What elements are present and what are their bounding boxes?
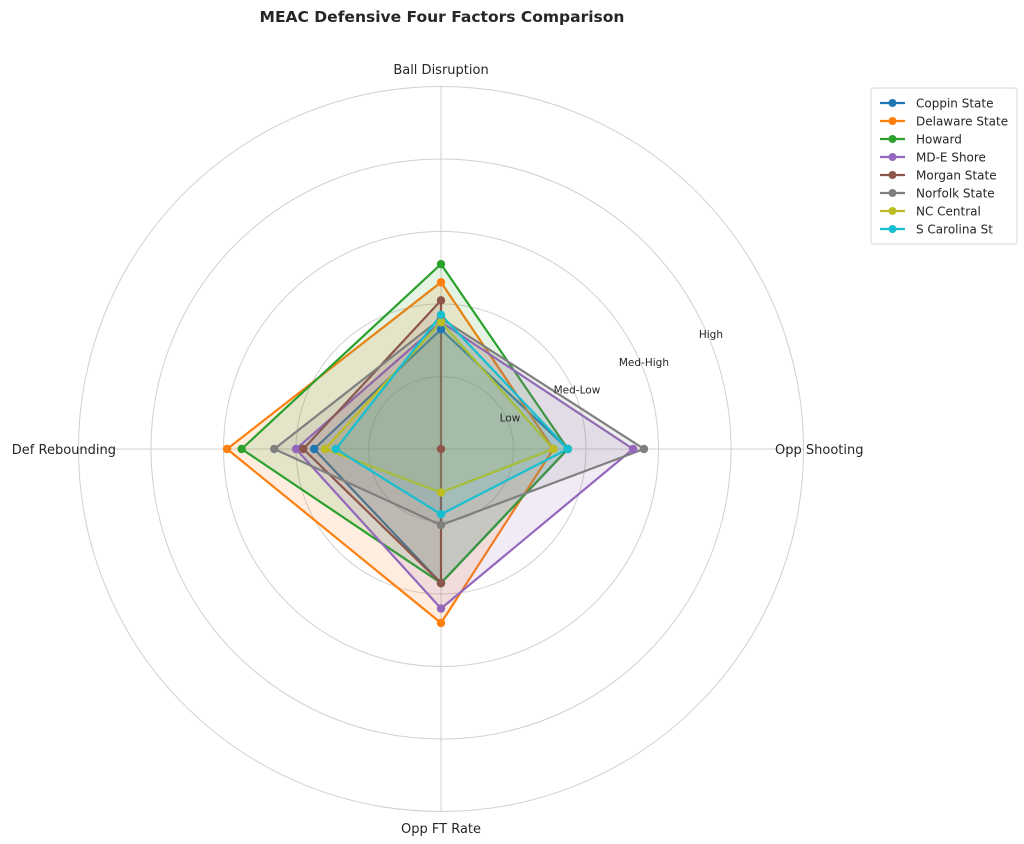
ring-label: Med-Low xyxy=(554,385,601,397)
data-point xyxy=(436,259,446,269)
data-point xyxy=(436,510,446,519)
data-point xyxy=(436,444,446,454)
legend-swatch-marker xyxy=(888,207,897,215)
legend-swatch-marker xyxy=(888,225,897,233)
data-point xyxy=(436,604,446,613)
legend-entry: S Carolina St xyxy=(916,222,993,236)
data-point xyxy=(563,444,573,454)
legend-swatch-marker xyxy=(888,135,897,143)
data-point xyxy=(331,444,341,454)
data-point xyxy=(222,444,232,454)
series-fill xyxy=(325,322,554,493)
axis-labels: Ball Disruption Opp Shooting Opp FT Rate De… xyxy=(12,63,864,837)
data-point xyxy=(436,488,446,497)
series-fill xyxy=(303,300,441,584)
data-point xyxy=(309,444,319,454)
legend: Coppin State Delaware State Howard MD-E Sho… xyxy=(870,87,1018,245)
legend-entry: Norfolk State xyxy=(916,186,995,200)
data-point xyxy=(436,317,446,327)
data-point xyxy=(436,520,446,530)
data-point xyxy=(237,444,246,454)
data-point xyxy=(639,444,649,454)
legend-swatch-marker xyxy=(888,153,897,161)
series-fill xyxy=(335,314,568,515)
legend-entry: NC Central xyxy=(916,204,981,218)
ring-labels: Low Med-Low Med-High High xyxy=(500,329,723,424)
chart-title: MEAC Defensive Four Factors Comparison xyxy=(260,8,625,26)
data-point xyxy=(628,444,638,454)
legend-entry: Coppin State xyxy=(916,96,993,110)
radar-series xyxy=(222,259,649,628)
data-point xyxy=(436,278,446,287)
data-point xyxy=(291,444,301,454)
axis-label: Opp Shooting xyxy=(775,443,863,458)
data-point xyxy=(436,578,446,588)
axis-label: Def Rebounding xyxy=(12,443,116,458)
legend-swatch-marker xyxy=(888,189,897,197)
data-point xyxy=(436,310,446,320)
data-point xyxy=(270,444,279,454)
data-point xyxy=(436,618,446,628)
legend-swatch-marker xyxy=(888,99,897,107)
series-fill xyxy=(227,282,554,623)
series-fill xyxy=(274,318,644,526)
ring-label: Low xyxy=(500,412,521,424)
axis-label: Opp FT Rate xyxy=(401,822,481,837)
data-point xyxy=(436,296,446,305)
legend-box xyxy=(870,87,1018,245)
axis-label: Ball Disruption xyxy=(393,63,488,78)
ring-label: Med-High xyxy=(619,357,669,369)
data-point xyxy=(299,444,308,454)
data-point xyxy=(320,444,330,454)
data-point xyxy=(436,325,446,334)
legend-entry: Howard xyxy=(916,132,962,146)
legend-swatch-marker xyxy=(888,171,897,179)
data-point xyxy=(549,444,558,454)
legend-entry: Delaware State xyxy=(916,114,1008,128)
legend-swatch-marker xyxy=(888,117,897,125)
legend-entry: MD-E Shore xyxy=(916,150,986,164)
ring-label: High xyxy=(699,329,723,341)
legend-entry: Morgan State xyxy=(916,168,997,182)
